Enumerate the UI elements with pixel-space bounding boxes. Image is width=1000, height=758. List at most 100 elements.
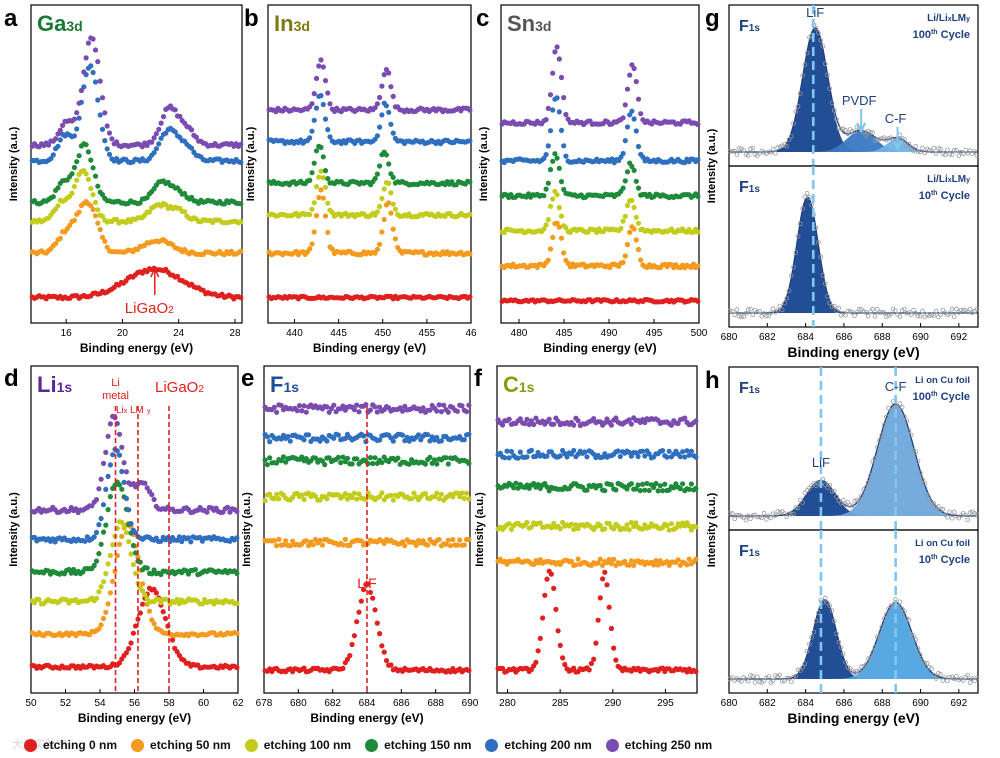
data-point bbox=[149, 492, 155, 498]
raw-point bbox=[917, 313, 923, 319]
data-point bbox=[88, 185, 94, 192]
data-point bbox=[606, 520, 612, 527]
data-point bbox=[662, 481, 668, 487]
raw-point bbox=[967, 510, 973, 515]
panel-letter-f: f bbox=[474, 365, 483, 392]
data-point bbox=[600, 576, 606, 582]
raw-point bbox=[784, 675, 789, 681]
data-point bbox=[354, 456, 360, 462]
data-point bbox=[372, 404, 378, 410]
series-3 bbox=[29, 141, 244, 207]
data-point bbox=[693, 454, 699, 460]
raw-point bbox=[768, 150, 774, 155]
data-point bbox=[320, 101, 326, 108]
data-point bbox=[379, 490, 385, 496]
raw-point bbox=[974, 675, 980, 681]
data-point bbox=[93, 595, 100, 601]
data-point bbox=[372, 455, 378, 461]
raw-point bbox=[779, 307, 785, 312]
data-point bbox=[160, 609, 166, 615]
raw-point bbox=[786, 288, 792, 294]
data-point bbox=[637, 488, 643, 494]
raw-point bbox=[942, 152, 948, 158]
data-point bbox=[114, 139, 120, 145]
data-point bbox=[431, 457, 438, 463]
data-point bbox=[96, 626, 102, 632]
series-0 bbox=[499, 297, 701, 305]
x-axis-label: Binding energy (eV) bbox=[787, 710, 919, 726]
data-point bbox=[447, 543, 454, 549]
raw-point bbox=[908, 312, 914, 318]
data-point bbox=[347, 653, 353, 659]
raw-point bbox=[883, 414, 889, 420]
data-point bbox=[545, 180, 551, 186]
data-point bbox=[126, 646, 132, 652]
data-point bbox=[467, 251, 473, 257]
data-point bbox=[556, 224, 562, 230]
raw-point bbox=[967, 148, 973, 153]
raw-point bbox=[840, 651, 846, 657]
x-tick-label: 54 bbox=[94, 698, 106, 709]
data-point bbox=[533, 659, 539, 666]
data-point bbox=[98, 622, 104, 628]
raw-point bbox=[777, 672, 783, 678]
raw-point bbox=[736, 146, 742, 151]
raw-point bbox=[791, 265, 796, 270]
x-tick-label: 500 bbox=[691, 328, 708, 339]
data-point bbox=[100, 615, 107, 622]
legend-swatch bbox=[485, 738, 499, 752]
data-point bbox=[624, 202, 631, 209]
data-point bbox=[105, 601, 111, 607]
data-point bbox=[379, 459, 385, 466]
raw-point bbox=[831, 108, 837, 113]
data-point bbox=[363, 402, 369, 408]
data-point bbox=[130, 630, 136, 636]
raw-point bbox=[748, 306, 753, 312]
raw-point bbox=[865, 480, 871, 485]
raw-point bbox=[777, 144, 783, 150]
data-point bbox=[383, 103, 389, 109]
data-point bbox=[395, 455, 401, 461]
data-point bbox=[543, 152, 549, 158]
data-point bbox=[524, 416, 530, 422]
data-point bbox=[466, 536, 472, 543]
data-point bbox=[90, 206, 96, 213]
raw-point bbox=[795, 667, 801, 673]
data-point bbox=[100, 460, 107, 466]
data-point bbox=[554, 95, 560, 101]
data-point bbox=[693, 418, 699, 424]
data-point bbox=[381, 72, 387, 78]
data-point bbox=[595, 617, 601, 623]
data-point bbox=[620, 185, 626, 191]
data-point bbox=[406, 461, 412, 467]
raw-point bbox=[960, 151, 966, 157]
data-point bbox=[677, 486, 683, 492]
data-point bbox=[106, 151, 113, 157]
data-point bbox=[651, 484, 657, 490]
data-point bbox=[595, 560, 601, 566]
legend-item-etching-100: etching 100 nm bbox=[244, 738, 352, 752]
data-point bbox=[543, 186, 549, 192]
data-point bbox=[682, 454, 688, 460]
raw-point bbox=[827, 86, 832, 91]
fit-component bbox=[729, 599, 978, 679]
data-point bbox=[597, 482, 603, 489]
data-point bbox=[370, 460, 376, 467]
panel-letter-h: h bbox=[705, 367, 720, 394]
data-point bbox=[680, 481, 686, 487]
raw-point bbox=[852, 129, 857, 135]
legend-label: etching 100 nm bbox=[263, 738, 352, 752]
raw-point bbox=[784, 514, 789, 519]
data-point bbox=[158, 538, 164, 544]
data-point bbox=[631, 562, 637, 569]
raw-point bbox=[750, 145, 756, 151]
data-point bbox=[545, 143, 551, 149]
data-point bbox=[597, 523, 603, 529]
raw-point bbox=[793, 505, 799, 510]
data-point bbox=[153, 146, 159, 152]
panel-title: In3d bbox=[274, 11, 310, 36]
data-point bbox=[137, 200, 143, 206]
data-point bbox=[301, 437, 307, 443]
data-point bbox=[443, 455, 449, 461]
x-axis-label: Binding energy (eV) bbox=[543, 341, 656, 355]
